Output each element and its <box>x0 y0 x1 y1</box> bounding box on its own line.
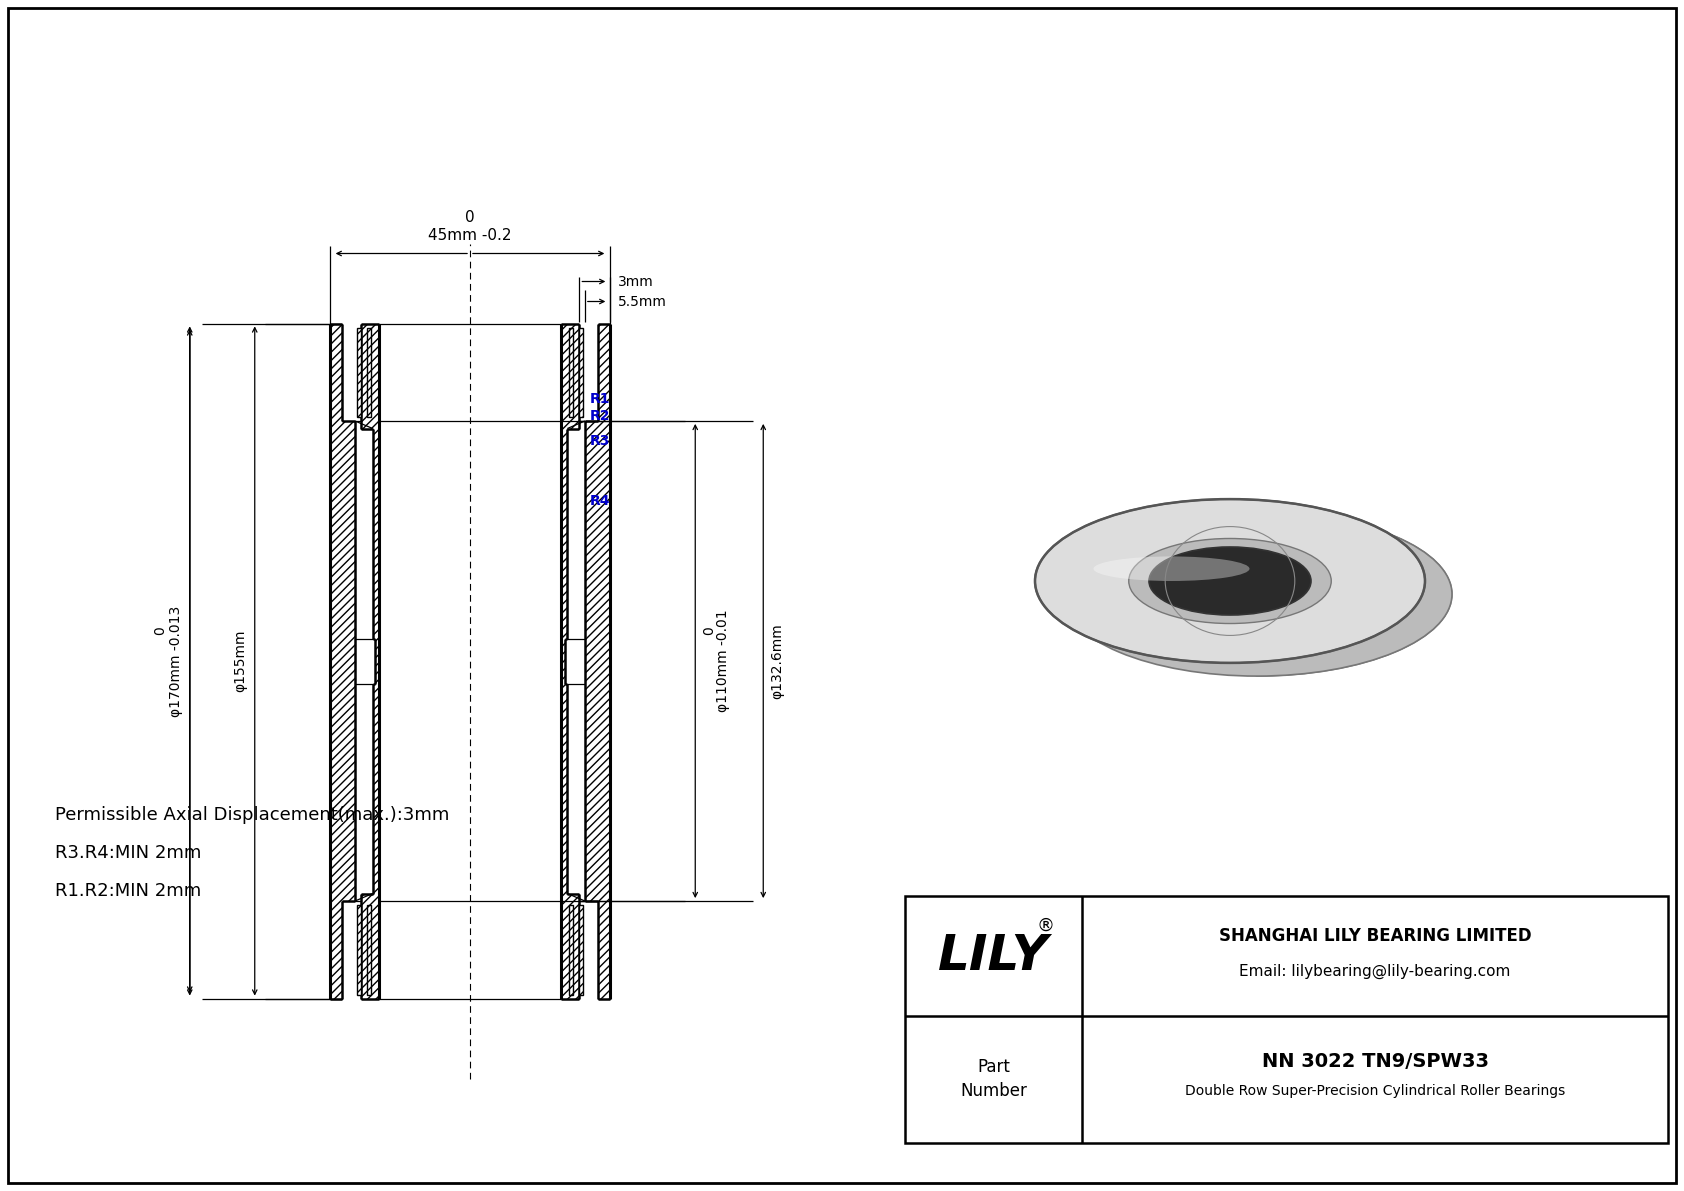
Text: Number: Number <box>960 1083 1027 1100</box>
Ellipse shape <box>1063 512 1452 676</box>
Text: φ110mm -0.01: φ110mm -0.01 <box>716 610 731 712</box>
Text: R1.R2:MIN 2mm: R1.R2:MIN 2mm <box>56 883 202 900</box>
Text: 0: 0 <box>465 211 475 225</box>
Bar <box>367 905 370 994</box>
Ellipse shape <box>1036 499 1425 663</box>
Ellipse shape <box>1148 547 1312 615</box>
Text: NN 3022 TN9/SPW33: NN 3022 TN9/SPW33 <box>1261 1052 1489 1071</box>
Bar <box>579 905 583 994</box>
Text: 45mm -0.2: 45mm -0.2 <box>428 229 512 243</box>
Polygon shape <box>330 324 355 998</box>
Text: 3mm: 3mm <box>618 274 653 288</box>
Bar <box>569 905 573 994</box>
Text: φ132.6mm: φ132.6mm <box>770 623 785 699</box>
Polygon shape <box>561 324 579 998</box>
Text: Permissible Axial Displacement(max.):3mm: Permissible Axial Displacement(max.):3mm <box>56 806 450 824</box>
Text: SHANGHAI LILY BEARING LIMITED: SHANGHAI LILY BEARING LIMITED <box>1219 927 1531 944</box>
Text: ®: ® <box>1036 917 1054 935</box>
Text: R1: R1 <box>589 392 610 406</box>
Ellipse shape <box>1175 560 1339 628</box>
Text: R3: R3 <box>589 434 610 448</box>
Bar <box>904 896 1667 1143</box>
Text: Email: lilybearing@lily-bearing.com: Email: lilybearing@lily-bearing.com <box>1239 964 1511 979</box>
Polygon shape <box>584 324 610 998</box>
Text: Double Row Super-Precision Cylindrical Roller Bearings: Double Row Super-Precision Cylindrical R… <box>1186 1085 1564 1098</box>
Text: R3.R4:MIN 2mm: R3.R4:MIN 2mm <box>56 844 202 862</box>
Bar <box>357 905 360 994</box>
Polygon shape <box>1229 499 1452 676</box>
Text: φ155mm: φ155mm <box>234 630 248 692</box>
Bar <box>357 328 360 417</box>
Text: 5.5mm: 5.5mm <box>618 294 667 308</box>
Text: LILY: LILY <box>938 933 1049 980</box>
Bar <box>569 328 573 417</box>
Bar <box>579 328 583 417</box>
Text: Part: Part <box>977 1059 1010 1077</box>
Bar <box>367 328 370 417</box>
Ellipse shape <box>1128 538 1332 624</box>
Text: φ170mm -0.013: φ170mm -0.013 <box>168 605 184 717</box>
Text: 0: 0 <box>153 626 167 635</box>
Text: 0: 0 <box>702 626 716 635</box>
Text: R4: R4 <box>589 494 610 509</box>
Ellipse shape <box>1093 556 1250 581</box>
Text: R2: R2 <box>589 409 610 423</box>
Polygon shape <box>360 324 379 998</box>
